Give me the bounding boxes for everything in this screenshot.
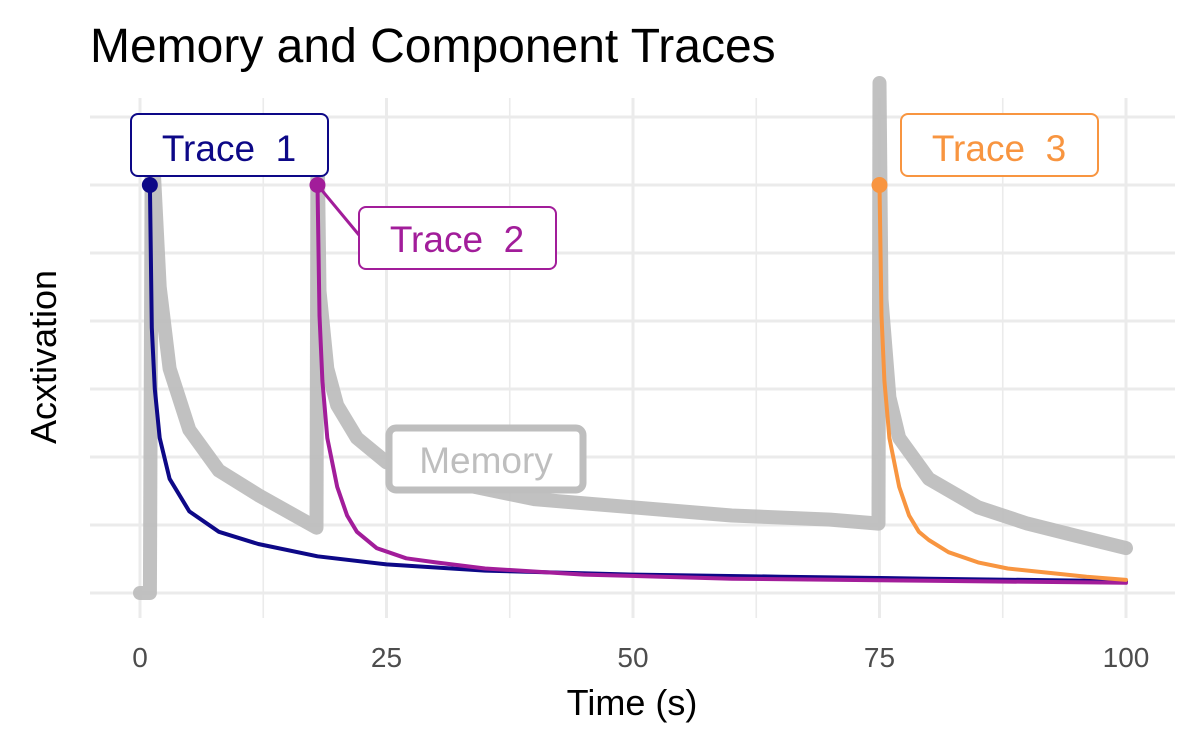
label-leader-trace-2 [316, 184, 361, 236]
chart-title: Memory and Component Traces [90, 20, 776, 73]
grid [90, 98, 1175, 618]
peak-point-trace-3 [871, 177, 888, 193]
x-axis-title: Time (s) [567, 682, 698, 723]
x-tick-labels: 0 25 50 75 100 [132, 642, 1149, 673]
label-box-memory [385, 424, 587, 494]
x-tick-label: 50 [617, 642, 648, 673]
label-text-trace-2: Trace 2 [390, 219, 524, 260]
label-box-trace-1 [130, 113, 329, 177]
label-box-trace-3 [900, 113, 1099, 177]
x-tick-label: 25 [371, 642, 402, 673]
peak-point-trace-2 [309, 177, 326, 193]
label-text-trace-3: Trace 3 [932, 128, 1066, 169]
label-text-trace-1: Trace 1 [162, 128, 296, 169]
x-tick-label: 100 [1103, 642, 1150, 673]
x-tick-label: 75 [864, 642, 895, 673]
label-text-memory: Memory [419, 440, 553, 481]
annotation-layer: Trace 1 Trace 2 Trace 3 Memory [130, 113, 1099, 494]
peak-point-trace-1 [141, 177, 158, 193]
y-axis-title: Acxtivation [23, 270, 64, 444]
x-tick-label: 0 [132, 642, 148, 673]
series-line-trace-2 [315, 183, 1128, 585]
series-line-trace-3 [877, 183, 1128, 582]
series-line-trace-1 [147, 183, 1128, 584]
label-box-trace-2 [358, 206, 557, 270]
